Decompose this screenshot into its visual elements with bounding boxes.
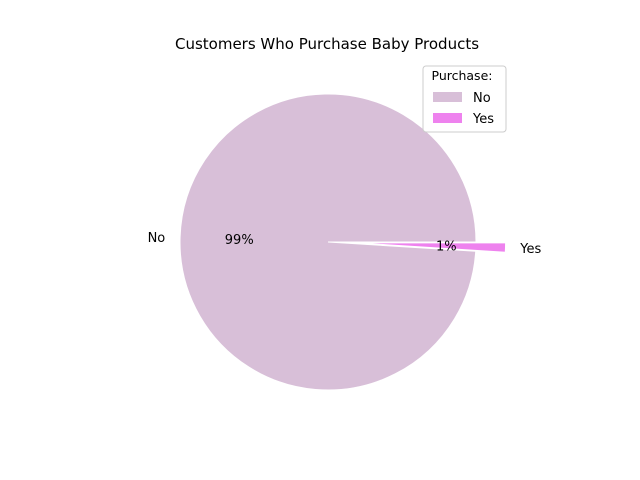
legend: Purchase: No Yes [422,65,507,133]
labels-layer: No 99% Yes 1% [148,231,542,257]
category-label-yes: Yes [519,242,541,257]
percent-label-no: 99% [225,233,254,248]
chart-title: Customers Who Purchase Baby Products [175,35,479,53]
legend-title: Purchase: [432,68,493,83]
legend-swatch-no [433,92,462,102]
legend-label-yes: Yes [472,112,494,127]
legend-swatch-yes [433,113,462,123]
percent-label-yes: 1% [436,240,457,255]
legend-label-no: No [473,91,491,106]
pie-slice-no [179,93,477,391]
category-label-no: No [148,231,166,246]
pie-slice-yes [357,242,507,253]
slices-layer [179,93,507,391]
